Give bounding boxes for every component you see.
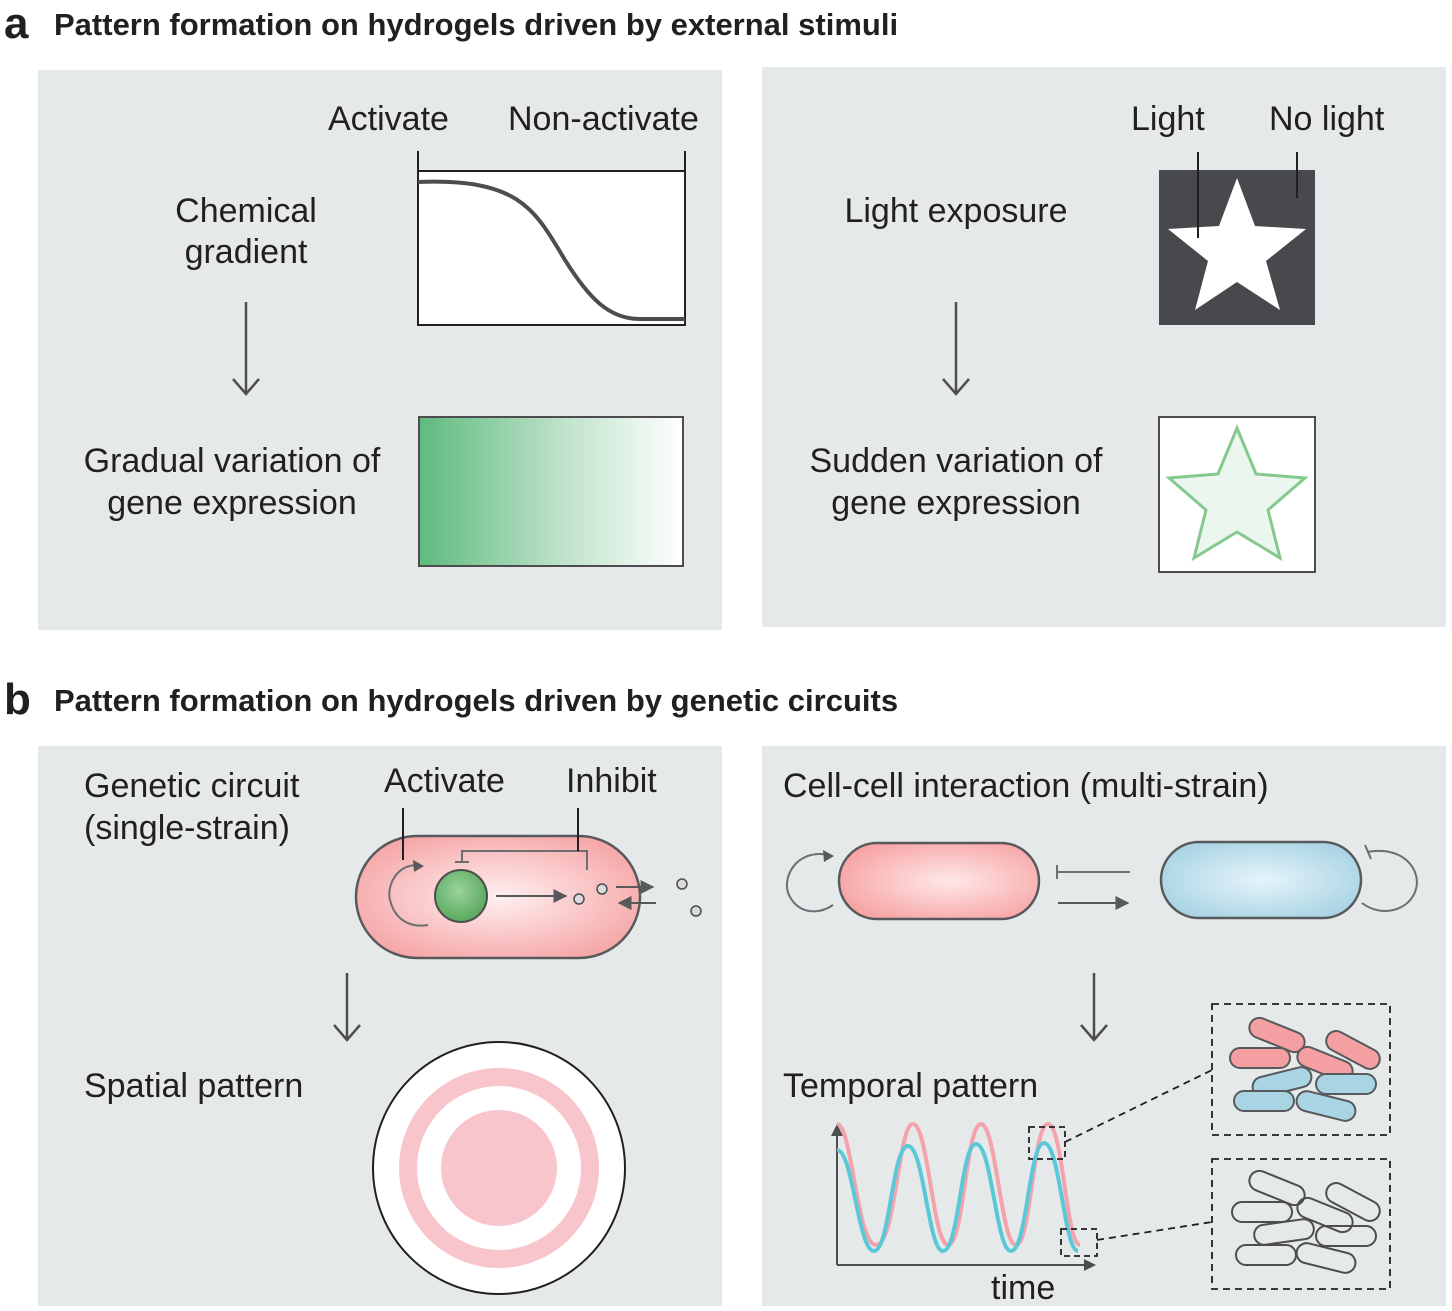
blue-strain-cell xyxy=(1159,840,1363,920)
gene-node-icon xyxy=(434,869,488,923)
no-light-label: No light xyxy=(1269,100,1385,138)
cell-cell-interaction-label: Cell-cell interaction (multi-strain) xyxy=(783,767,1269,805)
nonactivate-label: Non-activate xyxy=(508,100,699,138)
down-arrow-b-right xyxy=(1080,973,1108,1042)
red-strain-cell xyxy=(837,841,1041,921)
cyan-wave-series xyxy=(836,1140,1080,1254)
temporal-pattern-label: Temporal pattern xyxy=(783,1067,1039,1105)
genetic-circuit-label-line1: Genetic circuit xyxy=(84,767,300,805)
light-label: Light xyxy=(1131,100,1205,138)
spatial-pattern-rings xyxy=(372,1041,626,1295)
gradual-variation-label-line1: Gradual variation of xyxy=(83,442,381,480)
section-a-title: Pattern formation on hydrogels driven by… xyxy=(54,7,899,42)
zoom-uncolored-colony xyxy=(1211,1158,1391,1290)
gradual-variation-label-line2: gene expression xyxy=(107,484,357,522)
down-arrow-a-right xyxy=(942,302,970,396)
down-arrow-a-left xyxy=(232,302,260,396)
single-strain-cell xyxy=(354,808,702,960)
chemical-gradient-label-line2: gradient xyxy=(184,233,308,271)
temporal-oscillation-plot xyxy=(831,1069,1213,1271)
chemical-gradient-label-line1: Chemical xyxy=(175,192,317,230)
time-axis-label: time xyxy=(991,1269,1056,1307)
inhibit-label: Inhibit xyxy=(566,762,657,800)
multi-strain-interaction xyxy=(785,840,1418,921)
section-b-letter: b xyxy=(4,675,31,724)
activate-circuit-label: Activate xyxy=(384,762,505,800)
star-expression-box xyxy=(1158,416,1316,573)
panel-light-exposure xyxy=(762,67,1446,627)
spatial-pattern-label: Spatial pattern xyxy=(84,1067,304,1105)
star-mask-icon xyxy=(1168,178,1306,310)
section-b-title: Pattern formation on hydrogels driven by… xyxy=(54,683,899,718)
zoom-colored-colony xyxy=(1211,1003,1391,1136)
star-outline-icon xyxy=(1165,424,1309,562)
activation-curve-plot xyxy=(417,151,686,326)
genetic-circuit-label-line2: (single-strain) xyxy=(84,809,290,847)
panel-cell-cell-interaction xyxy=(762,746,1446,1306)
sudden-variation-label-line2: gene expression xyxy=(831,484,1081,522)
light-mask xyxy=(1159,152,1315,325)
activate-label: Activate xyxy=(328,100,449,138)
light-exposure-label: Light exposure xyxy=(844,192,1068,230)
sudden-variation-label-line1: Sudden variation of xyxy=(809,442,1103,480)
gradient-expression-box xyxy=(418,416,684,567)
section-a-letter: a xyxy=(4,0,29,48)
down-arrow-b-left xyxy=(333,973,361,1042)
